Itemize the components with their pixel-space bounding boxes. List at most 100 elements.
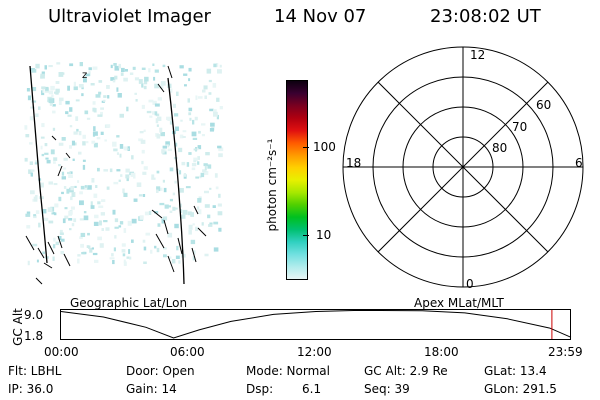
emission-speckle (26, 225, 31, 229)
emission-speckle (63, 167, 67, 170)
emission-speckle (47, 207, 53, 212)
emission-speckle (93, 126, 96, 131)
emission-speckle (130, 172, 136, 177)
emission-speckle (68, 174, 73, 178)
emission-speckle (174, 126, 179, 131)
emission-speckle (88, 245, 91, 249)
emission-speckle (174, 113, 179, 117)
emission-speckle (88, 67, 92, 71)
emission-speckle (114, 218, 119, 223)
emission-speckle (122, 188, 125, 194)
emission-speckle (58, 236, 62, 240)
emission-speckle (175, 255, 180, 259)
uv-emission-speckles (24, 62, 224, 266)
emission-speckle (217, 211, 223, 216)
emission-speckle (42, 88, 45, 93)
altitude-ytick-1-8: 1.8 (24, 329, 44, 343)
emission-speckle (204, 95, 207, 99)
emission-speckle (80, 232, 86, 237)
emission-speckle (143, 261, 147, 264)
emission-speckle (188, 112, 192, 116)
emission-speckle (68, 218, 73, 221)
emission-speckle (45, 157, 49, 160)
mlt-label-6: 6 (575, 156, 583, 170)
emission-speckle (214, 173, 218, 178)
emission-speckle (203, 163, 208, 167)
emission-speckle (34, 160, 40, 165)
emission-speckle (67, 85, 70, 91)
emission-speckle (113, 148, 118, 152)
emission-speckle (169, 210, 173, 213)
emission-speckle (119, 221, 124, 225)
emission-speckle (98, 91, 102, 95)
emission-speckle (129, 256, 132, 260)
emission-speckle (61, 176, 66, 180)
emission-speckle (195, 176, 199, 179)
emission-speckle (206, 68, 212, 74)
emission-speckle (120, 72, 124, 76)
mlt-label-12: 12 (470, 48, 486, 62)
emission-speckle (35, 63, 40, 69)
emission-speckle (181, 161, 186, 166)
xtick-1200: 12:00 (297, 345, 332, 359)
emission-speckle (131, 239, 134, 243)
emission-speckle (151, 174, 155, 178)
door-status: Door: Open (126, 364, 195, 378)
emission-speckle (162, 64, 166, 68)
emission-speckle (184, 84, 187, 87)
emission-speckle (100, 131, 104, 135)
emission-speckle (69, 107, 73, 112)
emission-speckle (97, 167, 100, 172)
filter-status: Flt: LBHL (8, 364, 62, 378)
emission-speckle (212, 83, 217, 88)
emission-speckle (202, 89, 206, 93)
emission-speckle (157, 223, 161, 227)
emission-speckle (94, 259, 99, 263)
emission-speckle (91, 140, 96, 144)
emission-speckle (71, 223, 75, 227)
emission-speckle (107, 95, 110, 99)
emission-speckle (123, 146, 128, 151)
emission-speckle (48, 220, 54, 224)
emission-speckle (153, 76, 156, 81)
emission-speckle (156, 124, 159, 127)
emission-speckle (218, 227, 222, 232)
emission-speckle (58, 142, 64, 146)
emission-speckle (167, 205, 171, 208)
colorbar-tick-100: 100 (313, 140, 336, 154)
emission-speckle (93, 221, 99, 226)
emission-speckle (191, 167, 196, 171)
emission-speckle (65, 100, 70, 105)
emission-speckle (114, 235, 117, 239)
emission-speckle (218, 193, 221, 198)
emission-speckle (48, 181, 53, 185)
emission-speckle (213, 109, 217, 113)
altitude-ylabel: GC Alt (11, 308, 25, 346)
emission-speckle (213, 221, 219, 225)
emission-speckle (181, 214, 186, 219)
emission-speckle (41, 123, 45, 128)
emission-speckle (156, 134, 161, 139)
emission-speckle (215, 63, 219, 67)
emission-speckle (97, 236, 102, 241)
emission-speckle (83, 78, 87, 83)
emission-speckle (48, 65, 53, 68)
emission-speckle (145, 232, 151, 236)
emission-speckle (173, 103, 176, 108)
emission-speckle (113, 181, 119, 185)
emission-speckle (30, 106, 35, 109)
emission-speckle (52, 110, 56, 114)
emission-speckle (53, 161, 56, 164)
altitude-plot (60, 309, 572, 340)
emission-speckle (34, 162, 38, 165)
emission-speckle (75, 99, 80, 102)
emission-speckle (154, 69, 159, 73)
emission-speckle (142, 171, 147, 175)
emission-speckle (77, 254, 81, 257)
emission-speckle (109, 257, 115, 260)
emission-speckle (59, 97, 64, 102)
emission-speckle (29, 116, 34, 121)
emission-speckle (167, 232, 173, 238)
emission-speckle (143, 80, 148, 85)
emission-speckle (135, 99, 138, 102)
